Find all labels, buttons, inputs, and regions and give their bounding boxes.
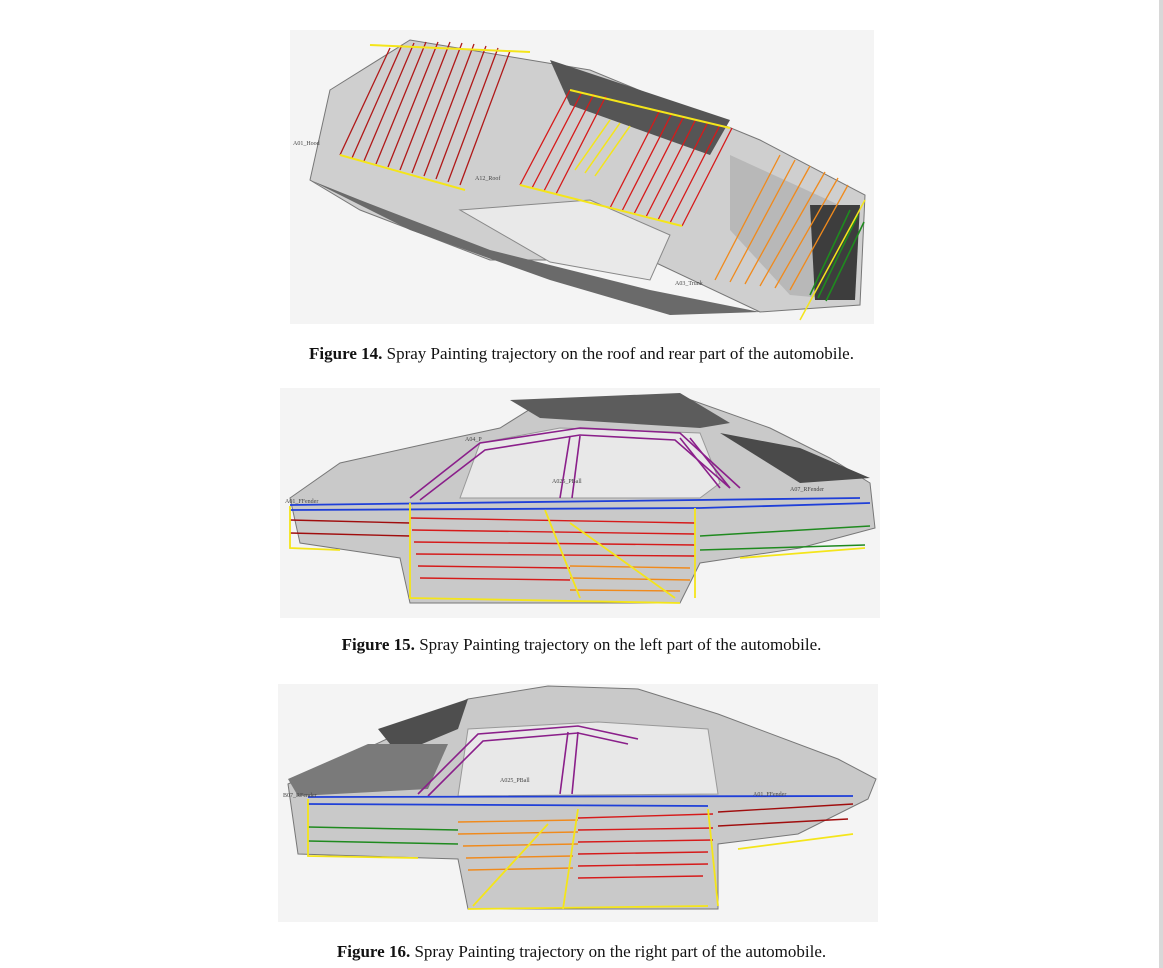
page-margin-rule bbox=[1159, 0, 1163, 968]
label-rear-fender: A07_RFender bbox=[790, 487, 824, 493]
figure-14-number: Figure 14. bbox=[309, 344, 383, 363]
figure-14-image: A01_Hood A12_Roof A03_Trunk bbox=[290, 30, 874, 324]
label-pillar-b: A025_PBall bbox=[552, 479, 582, 485]
figure-15-image: A01_FFender A04_P A025_PBall A07_RFender bbox=[280, 388, 880, 618]
label-trunk: A03_Trunk bbox=[675, 281, 703, 287]
figure-14-caption: Figure 14. Spray Painting trajectory on … bbox=[0, 343, 1163, 365]
figure-16-caption: Figure 16. Spray Painting trajectory on … bbox=[0, 941, 1163, 963]
figure-16-image: B07_RFender A025_PBall A01_FFender bbox=[278, 684, 878, 922]
figure-15-caption-text: Spray Painting trajectory on the left pa… bbox=[419, 635, 822, 654]
label-pillar-a: A04_P bbox=[465, 437, 482, 443]
label-rear-fender-right: B07_RFender bbox=[283, 793, 317, 799]
figure-16-caption-text: Spray Painting trajectory on the right p… bbox=[414, 942, 827, 961]
label-front-fender: A01_FFender bbox=[285, 499, 318, 505]
label-roof: A12_Roof bbox=[475, 175, 500, 182]
figure-15-number: Figure 15. bbox=[341, 635, 415, 654]
label-pillar-b-right: A025_PBall bbox=[500, 778, 530, 784]
label-front-fender-right: A01_FFender bbox=[753, 792, 786, 798]
label-hood: A01_Hood bbox=[293, 141, 320, 147]
figure-15-caption: Figure 15. Spray Painting trajectory on … bbox=[0, 634, 1163, 656]
figure-14-caption-text: Spray Painting trajectory on the roof an… bbox=[386, 344, 854, 363]
figure-16-number: Figure 16. bbox=[336, 942, 411, 961]
